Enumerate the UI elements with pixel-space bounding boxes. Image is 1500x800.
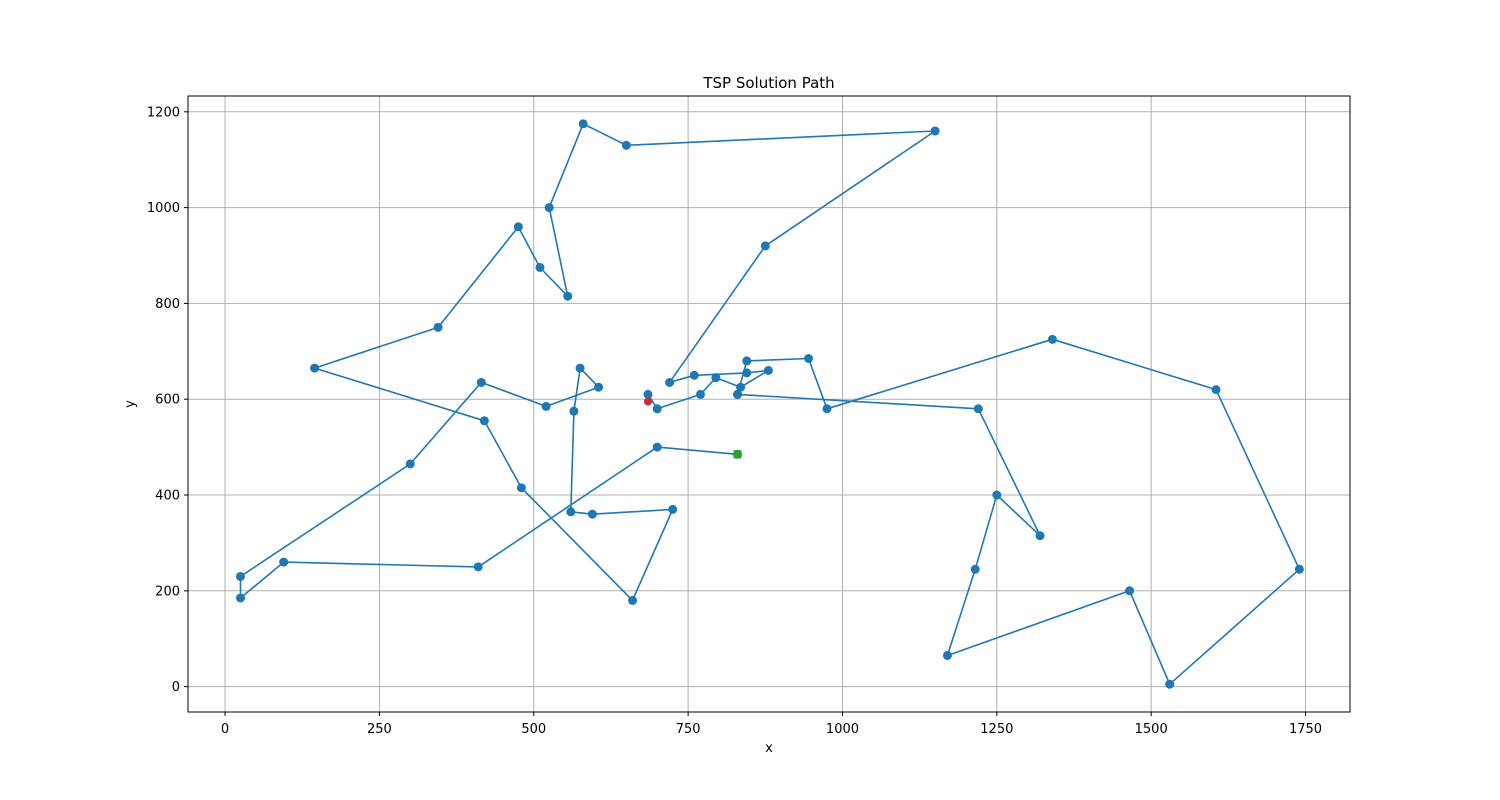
city-point bbox=[1294, 564, 1304, 574]
city-point bbox=[1035, 531, 1045, 541]
city-point bbox=[473, 562, 483, 572]
x-tick-label: 250 bbox=[367, 722, 392, 737]
city-point bbox=[1047, 334, 1057, 344]
city-point bbox=[563, 291, 573, 301]
x-tick-label: 1500 bbox=[1135, 722, 1168, 737]
city-point bbox=[541, 401, 551, 411]
axes-frame bbox=[187, 95, 1351, 713]
grid-lines bbox=[188, 96, 1350, 712]
x-tick-label: 1750 bbox=[1289, 722, 1322, 737]
city-point bbox=[479, 416, 489, 426]
city-point bbox=[742, 368, 752, 378]
x-tick-label: 1000 bbox=[826, 722, 859, 737]
city-point bbox=[578, 119, 588, 129]
city-point bbox=[535, 262, 545, 272]
x-tick-label: 500 bbox=[521, 722, 546, 737]
y-tick-label: 800 bbox=[155, 297, 180, 312]
x-tick-label: 1250 bbox=[980, 722, 1013, 737]
y-tick-label: 600 bbox=[155, 393, 180, 408]
city-point bbox=[566, 507, 576, 517]
city-point bbox=[973, 404, 983, 414]
marker-layer bbox=[643, 397, 742, 459]
city-point bbox=[689, 370, 699, 380]
city-point bbox=[235, 593, 245, 603]
city-point bbox=[652, 442, 662, 452]
y-axis-label: y bbox=[123, 400, 138, 408]
x-axis-label: x bbox=[765, 741, 773, 756]
city-point bbox=[516, 483, 526, 493]
city-point bbox=[476, 377, 486, 387]
city-point bbox=[711, 373, 721, 383]
city-point bbox=[513, 222, 523, 232]
city-point bbox=[668, 504, 678, 514]
city-point bbox=[279, 557, 289, 567]
city-point bbox=[433, 322, 443, 332]
city-point bbox=[628, 595, 638, 605]
city-point bbox=[235, 571, 245, 581]
city-point bbox=[736, 382, 746, 392]
points-layer bbox=[235, 119, 1304, 689]
city-point bbox=[643, 389, 653, 399]
city-point bbox=[733, 389, 743, 399]
city-point bbox=[1165, 679, 1175, 689]
end-marker bbox=[733, 450, 742, 459]
city-point bbox=[621, 140, 631, 150]
city-point bbox=[310, 363, 320, 373]
y-tick-label: 200 bbox=[155, 584, 180, 599]
city-point bbox=[763, 365, 773, 375]
city-point bbox=[587, 509, 597, 519]
chart-title: TSP Solution Path bbox=[702, 74, 834, 92]
start-marker bbox=[643, 397, 652, 406]
y-tick-label: 1000 bbox=[147, 201, 180, 216]
y-tick-label: 1200 bbox=[147, 105, 180, 120]
tick-layer: 0 250 500 750 1000 1250 1500 1750 0 200 400 600 800 1… bbox=[147, 105, 1322, 737]
city-point bbox=[970, 564, 980, 574]
city-point bbox=[594, 382, 604, 392]
city-point bbox=[665, 377, 675, 387]
city-point bbox=[1211, 385, 1221, 395]
city-point bbox=[652, 404, 662, 414]
city-point bbox=[942, 650, 952, 660]
x-tick-label: 750 bbox=[676, 722, 701, 737]
city-point bbox=[1125, 586, 1135, 596]
y-tick-label: 400 bbox=[155, 489, 180, 504]
city-point bbox=[695, 389, 705, 399]
city-point bbox=[544, 203, 554, 213]
city-point bbox=[575, 363, 585, 373]
city-point bbox=[405, 459, 415, 469]
y-tick-label: 0 bbox=[172, 680, 180, 695]
city-point bbox=[992, 490, 1002, 500]
city-point bbox=[742, 356, 752, 366]
x-tick-label: 0 bbox=[221, 722, 229, 737]
city-point bbox=[569, 406, 579, 416]
city-point bbox=[930, 126, 940, 136]
city-point bbox=[822, 404, 832, 414]
city-point bbox=[760, 241, 770, 251]
city-point bbox=[804, 353, 814, 363]
